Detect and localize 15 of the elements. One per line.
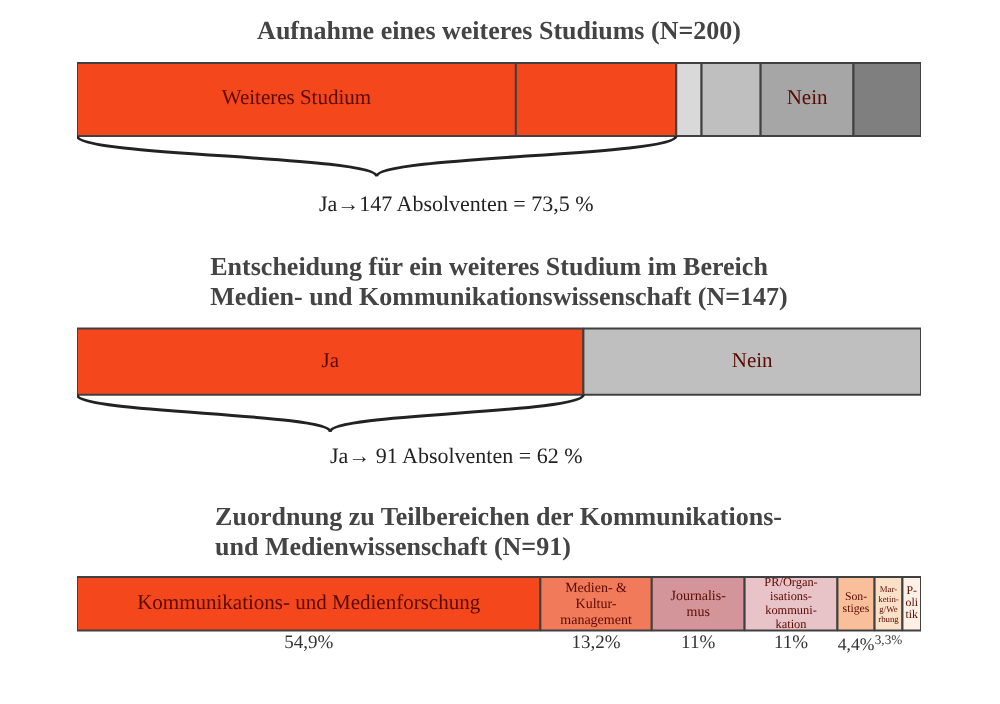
series-label: Nein bbox=[731, 350, 775, 373]
series-label: Ja bbox=[321, 350, 340, 373]
data-label: 13,2% bbox=[571, 633, 621, 654]
chart-title: Entscheidung für ein weiteres Studium im Bereich Medien- und Kommunikationswissenschaft (N=147) bbox=[210, 251, 788, 311]
text: Ja→ 91 Absolventen = 62 % bbox=[329, 445, 583, 470]
chart-title: Zuordnung zu Teilbereichen der Kommunikations- und Medienwissenschaft (N=91) bbox=[215, 501, 782, 561]
text: Ja→147 Absolventen = 73,5 % bbox=[318, 192, 594, 217]
data-label: 4,4% bbox=[837, 633, 876, 654]
series-label: Nein bbox=[786, 88, 829, 111]
series-label: Kommunikations- und Medienforschung bbox=[137, 592, 482, 615]
data-label: 11% bbox=[773, 633, 809, 654]
data-label: 54,9% bbox=[284, 633, 334, 654]
series-label: Weiteres Studium bbox=[221, 88, 372, 111]
chart-title: Aufnahme eines weiteres Studiums (N=200) bbox=[257, 15, 741, 45]
data-label: 11% bbox=[681, 633, 716, 654]
